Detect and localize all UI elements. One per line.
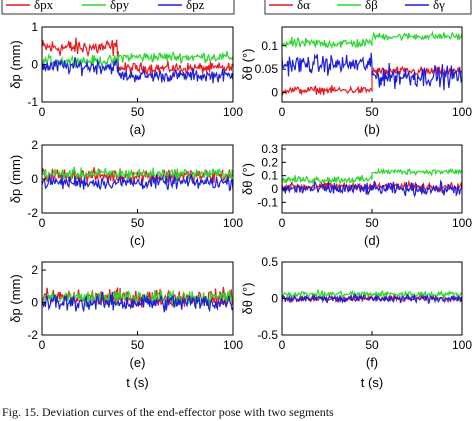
x-tick-label: 0 [39,105,46,119]
x-tick-label: 0 [39,216,46,230]
x-tick-label: 50 [365,216,379,230]
y-tick-label: 0.3 [261,142,278,156]
y-tick-label: -0.1 [257,195,278,209]
legend-position-frame [1,0,235,15]
y-axis-label: δp (mm) [8,274,23,322]
legend-entry: δα [297,0,310,12]
panel-label: (c) [130,233,145,248]
legend-orientation: δα δβ δγ [264,0,472,15]
legend-entry: δβ [365,0,378,12]
y-axis-label: δp (mm) [8,155,23,203]
y-tick-label: -1 [27,95,38,109]
x-tick-label: 100 [223,338,243,352]
series-δγ [282,293,462,305]
x-tick-label: 50 [131,338,145,352]
x-tick-label: 50 [365,105,379,119]
y-tick-label: 2 [31,138,38,152]
series-δpx [42,37,233,76]
y-tick-label: 1 [31,20,38,34]
series-δpy [42,166,233,182]
x-tick-label: 100 [452,105,472,119]
legend-entry: δγ [433,0,445,12]
y-tick-label: 0 [31,58,38,72]
series-δβ [282,30,462,50]
legend-entry: δpz [186,0,205,12]
y-tick-label: -0.5 [257,328,278,342]
panel-label: (d) [364,233,380,248]
panel-label: (a) [130,122,146,137]
y-tick-label: 0 [271,292,278,306]
series-δγ [282,52,462,91]
y-tick-label: 0 [31,172,38,186]
legend-orientation-frame [264,0,472,15]
y-tick-label: 0.1 [261,39,278,53]
y-tick-label: 0 [31,296,38,310]
y-tick-label: -2 [27,328,38,342]
x-tick-label: 0 [279,216,286,230]
y-tick-label: 0 [271,86,278,100]
x-tick-label: 100 [452,338,472,352]
y-tick-label: 0.5 [261,255,278,269]
series-δβ [282,167,462,186]
y-axis-label: δθ (°) [240,283,255,315]
x-tick-label: 100 [223,105,243,119]
x-axis-label: t (s) [126,375,148,390]
y-axis-label: δp (mm) [8,40,23,88]
x-tick-label: 0 [279,338,286,352]
panel-b: 0 50 100 0.1 0.05 0 δθ (°) (b) [240,26,472,137]
series-δpz [42,291,233,313]
panel-label: (f) [366,355,378,370]
x-tick-label: 100 [452,216,472,230]
y-tick-label: 0.2 [261,155,278,169]
series-δα [282,65,462,96]
x-tick-label: 50 [131,216,145,230]
series-δγ [282,179,462,198]
y-tick-label: 2 [31,263,38,277]
figure-caption: Fig. 15. Deviation curves of the end-eff… [2,405,334,419]
series-δpz [42,174,233,192]
series-δβ [282,288,462,299]
y-tick-label: 0 [271,182,278,196]
x-tick-label: 0 [39,338,46,352]
y-axis-label: δθ (°) [240,163,255,195]
x-tick-label: 50 [365,338,379,352]
y-tick-label: 0.1 [261,169,278,183]
panel-label: (b) [364,122,380,137]
x-tick-label: 50 [131,105,145,119]
x-axis-label: t (s) [361,375,383,390]
x-tick-label: 0 [279,105,286,119]
y-tick-label: 0.05 [255,62,279,76]
x-tick-label: 100 [223,216,243,230]
legend-position: δpx δpy δpz [1,0,235,15]
y-axis-label: δθ (°) [240,49,255,81]
panel-label: (e) [130,355,146,370]
legend-entry: δpy [110,0,130,12]
series-δpz [42,57,233,84]
legend-entry: δpx [34,0,54,12]
y-tick-label: -2 [27,206,38,220]
